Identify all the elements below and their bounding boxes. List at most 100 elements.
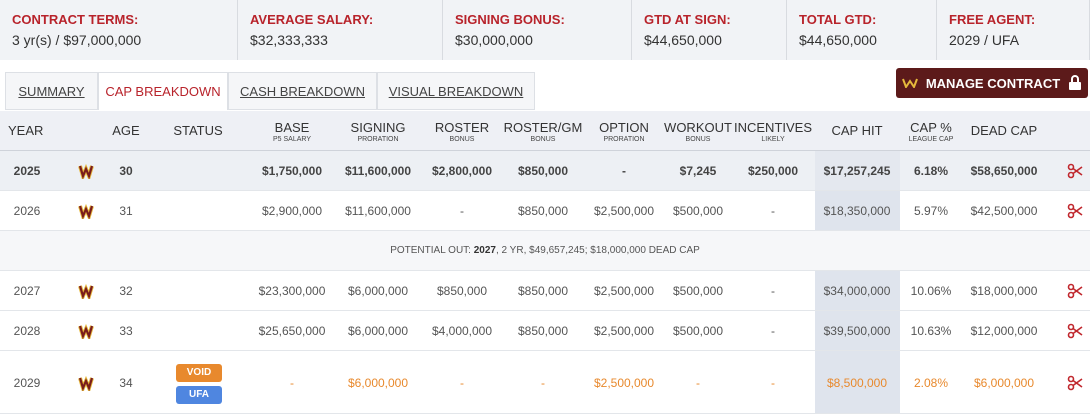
table-row: 2026 31 $2,900,000 $11,600,000 - $850,000 $2,5… — [0, 191, 1090, 231]
team-logo — [78, 375, 94, 391]
release-scissors[interactable] — [1067, 323, 1083, 339]
column-header: OPTION — [599, 120, 649, 135]
tab[interactable]: VISUAL BREAKDOWN — [377, 72, 535, 110]
cell-value: $2,500,000 — [593, 375, 655, 390]
age: 33 — [119, 324, 133, 338]
table-header: YEAR AGE STATUS BASE P5 SALARY SIGNING PRORATI… — [0, 111, 1090, 151]
column-subheader: LIKELY — [761, 136, 785, 143]
cell-value: 10.63% — [910, 324, 952, 338]
cell-value: $6,000,000 — [973, 375, 1035, 390]
cell-value: - — [290, 375, 294, 390]
cell-value: $42,500,000 — [970, 204, 1038, 218]
summary-label: AVERAGE SALARY: — [250, 12, 374, 27]
tab[interactable]: SUMMARY — [5, 72, 98, 110]
cell-value: $500,000 — [672, 324, 724, 338]
age: 30 — [119, 164, 133, 178]
summary-item: AVERAGE SALARY: $32,333,333 — [238, 0, 443, 60]
cell-value: $34,000,000 — [823, 284, 891, 298]
release-scissors[interactable] — [1067, 203, 1083, 219]
release-scissors[interactable] — [1067, 283, 1083, 299]
manage-button[interactable]: MANAGE CONTRACT — [896, 68, 1088, 98]
summary-value: 3 yr(s) / $97,000,000 — [12, 32, 142, 48]
release-scissors[interactable] — [1067, 375, 1083, 391]
column-subheader: BONUS — [685, 136, 711, 143]
year: 2028 — [13, 324, 41, 338]
cell-value: $250,000 — [747, 164, 799, 178]
age: 32 — [119, 284, 133, 298]
note-prefix: POTENTIAL OUT: — [390, 245, 474, 256]
cell-value: $6,000,000 — [347, 375, 409, 390]
year: 2026 — [13, 204, 41, 218]
summary-item: CONTRACT TERMS: 3 yr(s) / $97,000,000 — [0, 0, 238, 60]
column-subheader: PRORATION — [357, 136, 399, 143]
cell-value: - — [771, 375, 775, 390]
cell-value: $2,800,000 — [431, 164, 493, 178]
cell-value: 5.97% — [913, 204, 949, 218]
column-subheader: BONUS — [530, 136, 556, 143]
column-subheader: BONUS — [449, 136, 475, 143]
table-row: 2028 33 $25,650,000 $6,000,000 $4,000,000 $85… — [0, 311, 1090, 351]
cell-value: $23,300,000 — [258, 284, 326, 298]
release-scissors[interactable] — [1067, 163, 1083, 179]
cell-value: $2,500,000 — [593, 204, 655, 218]
note-rest: , 2 YR, $49,657,245; $18,000,000 DEAD CA… — [495, 245, 700, 256]
cell-value: $11,600,000 — [344, 164, 412, 178]
table-row: 2027 32 $23,300,000 $6,000,000 $850,000 $850,… — [0, 271, 1090, 311]
column-subheader: LEAGUE CAP — [908, 136, 954, 143]
column-header: YEAR — [8, 123, 44, 138]
column-header: INCENTIVES — [733, 120, 813, 135]
column-header: ROSTER — [434, 120, 490, 135]
cell-value: - — [696, 375, 700, 390]
column-header: WORKOUT — [664, 120, 732, 135]
note-row: POTENTIAL OUT: 2027, 2 YR, $49,657,245; … — [0, 231, 1090, 271]
cell-value: $850,000 — [517, 324, 569, 338]
summary-label: FREE AGENT: — [949, 12, 1036, 27]
status-badge: UFA — [176, 385, 222, 404]
column-header: ROSTER/GM — [503, 120, 583, 135]
team-logo-icon — [901, 78, 918, 88]
cell-value: $4,000,000 — [431, 324, 493, 338]
cell-value: $6,000,000 — [347, 284, 409, 298]
cell-value: 2.08% — [913, 375, 949, 390]
year: 2025 — [13, 164, 41, 178]
cell-value: $12,000,000 — [970, 324, 1038, 338]
cell-value: $11,600,000 — [345, 204, 411, 218]
summary-value: 2029 / UFA — [949, 32, 1020, 48]
table-row: 2025 30 $1,750,000 $11,600,000 $2,800,000 $85… — [0, 151, 1090, 191]
cell-value: - — [771, 204, 775, 218]
age: 34 — [119, 375, 133, 390]
cell-value: - — [460, 204, 464, 218]
summary-item: TOTAL GTD: $44,650,000 — [787, 0, 937, 60]
column-header: AGE — [112, 123, 140, 138]
year: 2027 — [13, 284, 41, 298]
year: 2029 — [13, 375, 41, 390]
button-label: MANAGE CONTRACT — [925, 75, 1061, 91]
cell-value: 10.06% — [910, 284, 952, 298]
summary-item: FREE AGENT: 2029 / UFA — [937, 0, 1090, 60]
summary-label: CONTRACT TERMS: — [12, 12, 139, 27]
cell-value: $850,000 — [517, 164, 569, 178]
column-header: BASE — [274, 120, 310, 135]
team-logo — [78, 203, 94, 219]
summary-value: $44,650,000 — [799, 32, 877, 48]
cell-value: $39,500,000 — [823, 324, 891, 338]
cell-value: $2,900,000 — [261, 204, 323, 218]
lock-icon — [1069, 75, 1082, 90]
summary-label: TOTAL GTD: — [799, 12, 877, 27]
cell-value: $850,000 — [517, 204, 569, 218]
table-row: 2029 34 VOID UFA - $6,000,000 - - $2,500,000 - - $8… — [0, 351, 1090, 414]
column-header: STATUS — [173, 123, 223, 138]
cell-value: $18,350,000 — [823, 204, 891, 218]
cell-value: 6.18% — [913, 164, 949, 178]
cell-value: $1,750,000 — [261, 164, 323, 178]
cell-value: $8,500,000 — [826, 375, 888, 390]
column-header: CAP HIT — [831, 123, 883, 138]
summary-value: $30,000,000 — [455, 32, 533, 48]
column-header: SIGNING — [350, 120, 406, 135]
team-logo — [78, 163, 94, 179]
tab[interactable]: CASH BREAKDOWN — [228, 72, 377, 110]
tab[interactable]: CAP BREAKDOWN — [98, 72, 228, 110]
column-subheader: P5 SALARY — [272, 136, 312, 143]
cell-value: $7,245 — [679, 164, 717, 178]
